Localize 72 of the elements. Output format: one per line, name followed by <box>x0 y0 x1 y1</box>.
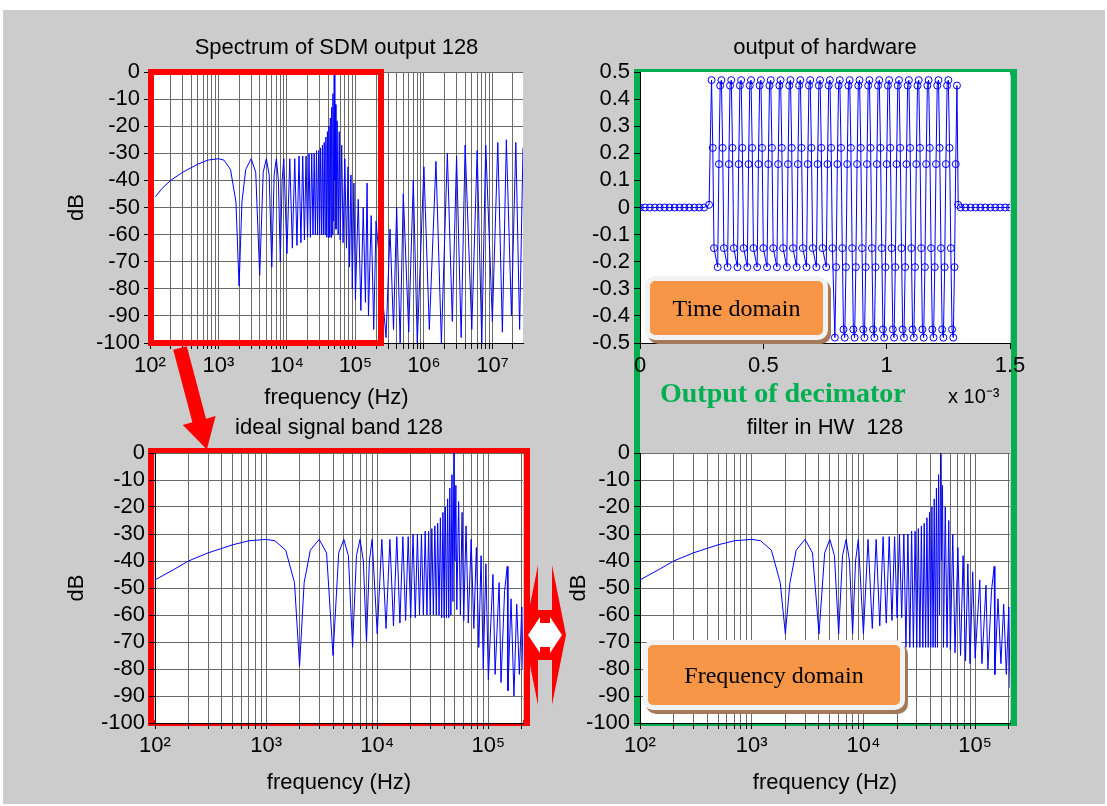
x-axis-title: frequency (Hz) <box>264 383 409 409</box>
y-tick-label: -0.1 <box>592 220 630 246</box>
y-tick-label: 0.2 <box>599 139 630 165</box>
y-tick-label: 0.4 <box>599 85 630 111</box>
y-tick-label: 0.1 <box>599 166 630 192</box>
y-tick-label: -80 <box>108 274 140 300</box>
x-tick-label: 10⁵ <box>958 732 992 758</box>
x-tick-label: 10³ <box>202 352 235 378</box>
y-tick-label: -20 <box>598 493 630 519</box>
y-axis-title: dB <box>63 574 89 602</box>
chart-title: Spectrum of SDM output 128 <box>194 34 479 60</box>
x-tick-label: 10⁵ <box>338 352 373 378</box>
x-tick-label: 10² <box>139 732 171 758</box>
y-tick-label: -40 <box>108 166 140 192</box>
y-tick-label: -100 <box>585 709 630 735</box>
y-tick-label: 0 <box>127 58 140 84</box>
y-tick-label: -10 <box>113 466 145 492</box>
x-tick-label: 0.5 <box>748 352 779 378</box>
x-tick-label: 10⁴ <box>269 352 304 378</box>
x-tick-label: 10⁴ <box>360 732 395 758</box>
y-tick-label: 0 <box>132 439 145 465</box>
y-tick-label: 0 <box>617 439 630 465</box>
x-tick-label: 10² <box>134 352 166 378</box>
y-tick-label: -50 <box>598 574 630 600</box>
y-tick-label: -90 <box>113 682 145 708</box>
y-tick-label: -30 <box>108 139 140 165</box>
y-tick-label: 0 <box>617 193 630 219</box>
y-tick-label: -20 <box>108 112 140 138</box>
chart-title: ideal signal band 128 <box>235 414 443 440</box>
y-tick-label: -90 <box>598 682 630 708</box>
x-tick-label: 1 <box>880 352 893 378</box>
x-tick-label: 10⁷ <box>476 352 509 378</box>
y-tick-label: -90 <box>108 301 140 327</box>
y-tick-label: -0.3 <box>592 274 630 300</box>
y-tick-label: -60 <box>108 220 140 246</box>
y-tick-label: -50 <box>113 574 145 600</box>
y-tick-label: -20 <box>113 493 145 519</box>
text: Output of decimator <box>660 377 906 409</box>
x-tick-label: 10² <box>624 732 656 758</box>
y-axis-title: dB <box>63 194 89 221</box>
x-axis-title: frequency (Hz) <box>752 768 898 794</box>
y-tick-label: -0.4 <box>592 301 630 327</box>
y-tick-label: -60 <box>113 601 145 627</box>
y-tick-label: -10 <box>108 85 140 111</box>
y-tick-label: -80 <box>598 655 630 681</box>
y-tick-label: -10 <box>598 466 630 492</box>
x-tick-label: 10⁶ <box>407 352 441 378</box>
y-tick-label: -40 <box>598 547 630 573</box>
y-tick-label: 0.5 <box>599 58 630 84</box>
y-tick-label: -70 <box>113 628 145 654</box>
text: x 10⁻³ <box>948 384 1000 409</box>
y-tick-label: -80 <box>113 655 145 681</box>
y-tick-label: -30 <box>113 520 145 546</box>
chart-title: filter in HW 128 <box>746 414 904 440</box>
x-tick-label: 10⁴ <box>846 732 881 758</box>
x-tick-label: 10⁵ <box>471 732 506 758</box>
y-tick-label: -70 <box>598 628 630 654</box>
y-tick-label: -50 <box>108 193 140 219</box>
y-tick-label: 0.3 <box>599 112 630 138</box>
y-tick-label: -100 <box>95 329 140 355</box>
chart-title: output of hardware <box>733 34 917 60</box>
y-tick-label: -30 <box>598 520 630 546</box>
x-tick-label: 10³ <box>250 732 283 758</box>
y-tick-label: -0.2 <box>592 247 630 273</box>
y-tick-label: -70 <box>108 247 140 273</box>
y-tick-label: -100 <box>100 709 145 735</box>
y-tick-label: -40 <box>113 547 145 573</box>
y-tick-label: -0.5 <box>592 329 630 355</box>
x-tick-label: 10³ <box>735 732 768 758</box>
y-axis-title: dB <box>565 574 591 602</box>
y-tick-label: -60 <box>598 601 630 627</box>
x-axis-title: frequency (Hz) <box>266 768 412 794</box>
